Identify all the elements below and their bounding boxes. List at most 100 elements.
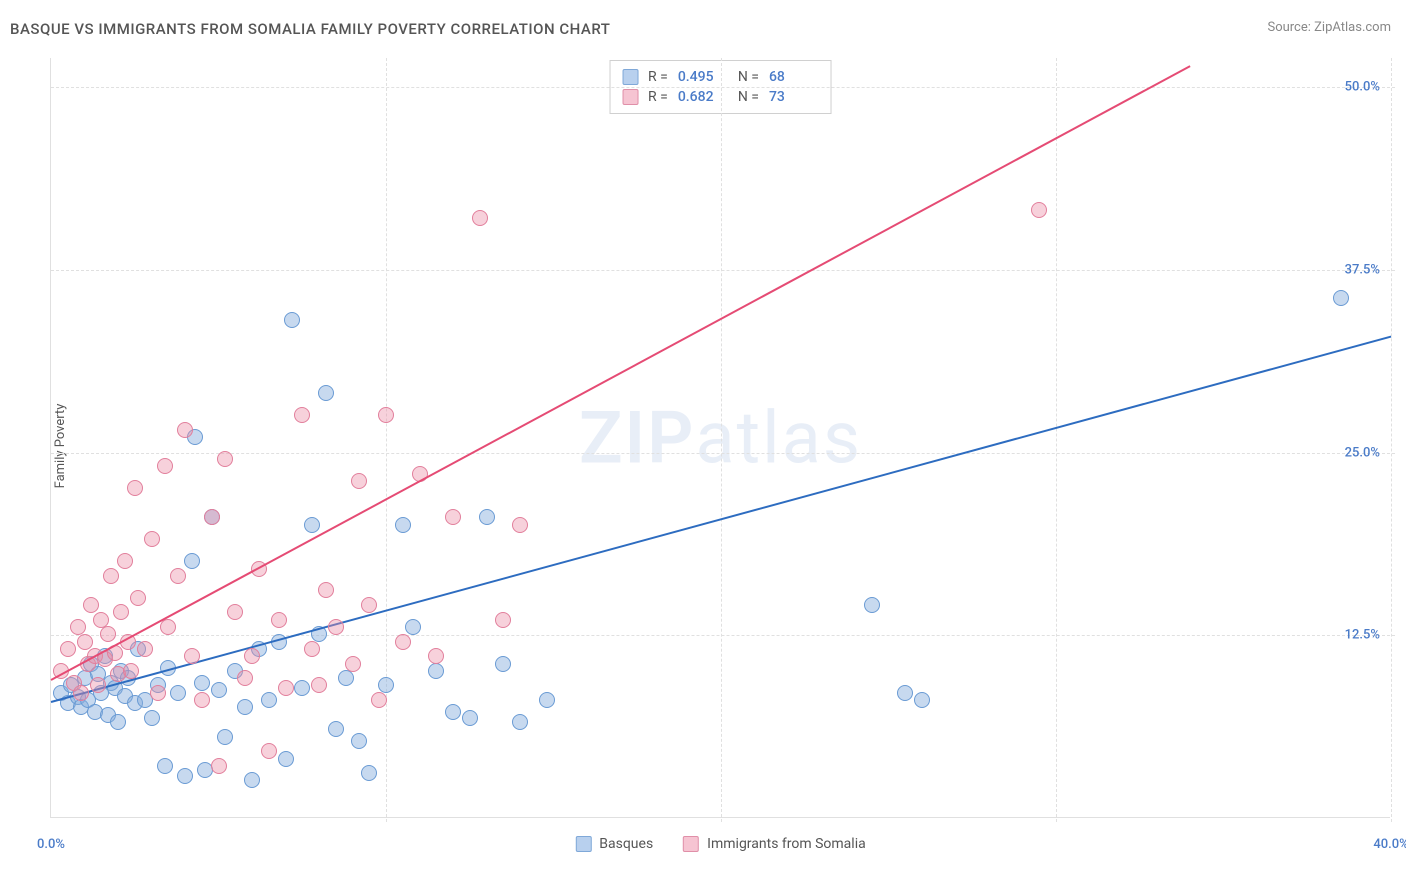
- chart-source: Source: ZipAtlas.com: [1267, 20, 1391, 35]
- scatter-point: [244, 648, 260, 664]
- scatter-point: [428, 663, 444, 679]
- scatter-point: [278, 751, 294, 767]
- scatter-point: [117, 553, 133, 569]
- x-axis-legend: Basques Immigrants from Somalia: [575, 836, 865, 852]
- scatter-point: [177, 768, 193, 784]
- n-value: 73: [769, 89, 819, 105]
- scatter-point: [495, 656, 511, 672]
- scatter-point: [83, 597, 99, 613]
- scatter-point: [113, 604, 129, 620]
- scatter-point: [361, 597, 377, 613]
- scatter-point: [93, 612, 109, 628]
- scatter-point: [405, 619, 421, 635]
- legend-label: Basques: [599, 836, 653, 852]
- scatter-point: [123, 663, 139, 679]
- scatter-point: [318, 385, 334, 401]
- legend-item: Basques: [575, 836, 653, 852]
- scatter-point: [371, 692, 387, 708]
- scatter-point: [914, 692, 930, 708]
- scatter-point: [227, 604, 243, 620]
- r-label: R =: [648, 69, 668, 85]
- scatter-point: [378, 407, 394, 423]
- scatter-point: [378, 677, 394, 693]
- scatter-point: [395, 517, 411, 533]
- scatter-point: [170, 685, 186, 701]
- scatter-point: [217, 451, 233, 467]
- legend-label: Immigrants from Somalia: [707, 836, 866, 852]
- regression-line: [51, 65, 1191, 681]
- n-label: N =: [738, 89, 759, 105]
- scatter-point: [137, 641, 153, 657]
- scatter-point: [311, 677, 327, 693]
- scatter-point: [73, 685, 89, 701]
- scatter-point: [304, 517, 320, 533]
- grid-line-v: [1056, 58, 1057, 822]
- scatter-point: [170, 568, 186, 584]
- y-tick-label: 50.0%: [1345, 80, 1380, 95]
- scatter-point: [472, 210, 488, 226]
- scatter-point: [351, 473, 367, 489]
- grid-line-h: [51, 87, 1395, 88]
- scatter-point: [361, 765, 377, 781]
- scatter-point: [294, 680, 310, 696]
- scatter-point: [160, 619, 176, 635]
- scatter-point: [479, 509, 495, 525]
- legend-swatch-blue: [575, 836, 591, 852]
- scatter-point: [184, 553, 200, 569]
- scatter-point: [211, 682, 227, 698]
- scatter-point: [217, 729, 233, 745]
- scatter-point: [318, 582, 334, 598]
- scatter-point: [512, 714, 528, 730]
- scatter-point: [278, 680, 294, 696]
- scatter-point: [428, 648, 444, 664]
- legend-swatch-pink: [622, 89, 638, 105]
- watermark-zip: ZIP: [579, 395, 695, 480]
- scatter-point: [462, 710, 478, 726]
- scatter-point: [328, 721, 344, 737]
- scatter-point: [495, 612, 511, 628]
- scatter-point: [261, 692, 277, 708]
- scatter-point: [445, 704, 461, 720]
- grid-line-v: [386, 58, 387, 822]
- scatter-point: [338, 670, 354, 686]
- chart-container: BASQUE VS IMMIGRANTS FROM SOMALIA FAMILY…: [0, 0, 1406, 892]
- scatter-point: [864, 597, 880, 613]
- scatter-point: [177, 422, 193, 438]
- scatter-point: [211, 758, 227, 774]
- scatter-point: [144, 531, 160, 547]
- r-label: R =: [648, 89, 668, 105]
- scatter-point: [194, 692, 210, 708]
- scatter-point: [1031, 202, 1047, 218]
- scatter-point: [144, 710, 160, 726]
- y-tick-label: 37.5%: [1345, 262, 1380, 277]
- scatter-point: [294, 407, 310, 423]
- scatter-point: [110, 714, 126, 730]
- legend-item: Immigrants from Somalia: [683, 836, 866, 852]
- scatter-point: [395, 634, 411, 650]
- scatter-point: [512, 517, 528, 533]
- scatter-point: [328, 619, 344, 635]
- y-tick-label: 25.0%: [1345, 445, 1380, 460]
- grid-line-h: [51, 635, 1395, 636]
- grid-line-v: [721, 58, 722, 822]
- grid-line-v: [1391, 58, 1392, 822]
- scatter-point: [539, 692, 555, 708]
- n-value: 68: [769, 69, 819, 85]
- scatter-point: [304, 641, 320, 657]
- scatter-point: [90, 677, 106, 693]
- scatter-point: [150, 685, 166, 701]
- scatter-point: [345, 656, 361, 672]
- scatter-point: [445, 509, 461, 525]
- grid-line-h: [51, 453, 1395, 454]
- scatter-point: [237, 670, 253, 686]
- scatter-point: [897, 685, 913, 701]
- scatter-point: [127, 480, 143, 496]
- scatter-point: [204, 509, 220, 525]
- scatter-point: [70, 619, 86, 635]
- plot-area: ZIPatlas R = 0.495 N = 68 R = 0.682 N = …: [50, 58, 1390, 818]
- scatter-point: [1333, 290, 1349, 306]
- scatter-point: [77, 634, 93, 650]
- scatter-point: [271, 612, 287, 628]
- scatter-point: [194, 675, 210, 691]
- legend-swatch-blue: [622, 69, 638, 85]
